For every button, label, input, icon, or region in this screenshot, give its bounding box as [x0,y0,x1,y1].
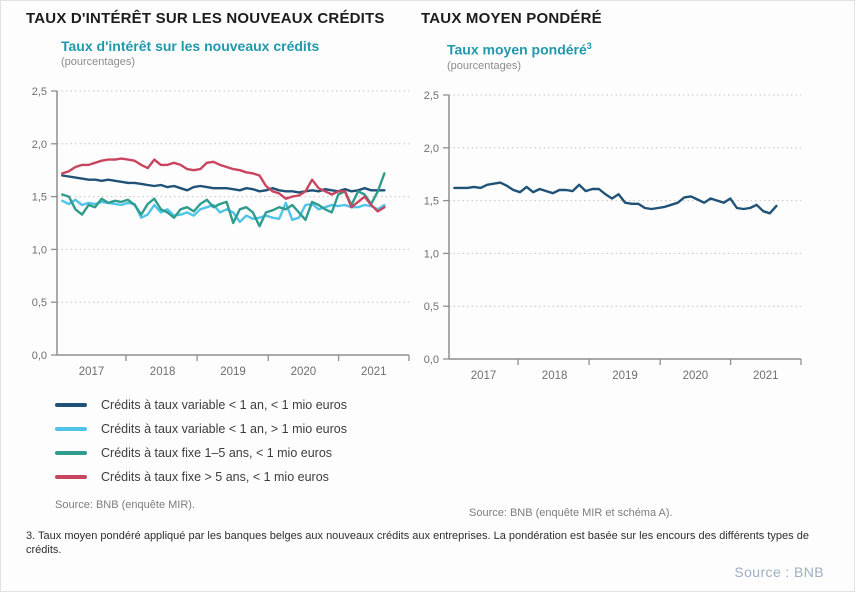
svg-text:2,0: 2,0 [32,139,47,151]
svg-text:0,5: 0,5 [424,301,439,313]
red-line-swatch [55,475,87,479]
svg-text:2017: 2017 [471,370,497,382]
figure-title-left: TAUX D'INTÉRÊT SUR LES NOUVEAUX CRÉDITS [26,10,385,27]
light-blue-line-swatch [55,427,87,431]
left-chart-title: Taux d'intérêt sur les nouveaux crédits [61,38,320,54]
legend-label: Crédits à taux variable < 1 an, > 1 mio … [101,422,347,436]
left-chart-panel: Taux d'intérêt sur les nouveaux crédits … [21,37,429,511]
svg-text:2018: 2018 [542,370,568,382]
svg-text:1,5: 1,5 [424,195,439,207]
legend-label: Crédits à taux fixe > 5 ans, < 1 mio eur… [101,470,329,484]
navy-line-swatch [55,403,87,407]
legend-item: Crédits à taux fixe 1–5 ans, < 1 mio eur… [55,441,429,465]
footnote-marker: 3 [586,41,592,51]
svg-text:0,5: 0,5 [32,297,47,309]
svg-text:2021: 2021 [361,366,387,378]
credit-rates-chart: 0,0 0,5 1,0 1,5 2,0 2,5 2017 2018 2019 2020 2021 [32,86,410,378]
right-chart-title: Taux moyen pondéré3 [447,37,854,59]
left-chart-source: Source: BNB (enquête MIR). [55,499,196,511]
svg-text:2020: 2020 [683,370,709,382]
right-chart-source: Source: BNB (enquête MIR et schéma A). [469,506,673,519]
right-chart-title-text: Taux moyen pondéré [447,41,587,58]
legend-label: Crédits à taux fixe 1–5 ans, < 1 mio eur… [101,446,333,460]
svg-text:0,0: 0,0 [32,350,47,362]
figure-footnote: 3. Taux moyen pondéré appliqué par les b… [26,530,809,556]
svg-text:2019: 2019 [612,370,638,382]
right-chart-panel: Taux moyen pondéré3 (pourcentages) 0,0 0,… [413,37,854,519]
svg-text:2021: 2021 [753,370,779,382]
svg-text:1,0: 1,0 [424,248,439,260]
right-chart-unit-label: (pourcentages) [447,59,521,72]
figure-title-right: TAUX MOYEN PONDÉRÉ [421,10,602,27]
teal-line-swatch [55,451,87,455]
left-chart-unit-label: (pourcentages) [61,56,135,68]
legend-label: Crédits à taux variable < 1 an, < 1 mio … [101,398,347,412]
legend-item: Crédits à taux variable < 1 an, > 1 mio … [55,417,429,441]
page-source-credit: Source : BNB [734,564,824,580]
svg-text:1,5: 1,5 [32,192,47,204]
legend-item: Crédits à taux variable < 1 an, < 1 mio … [55,393,429,417]
svg-text:1,0: 1,0 [32,244,47,256]
svg-text:2020: 2020 [291,366,317,378]
svg-text:2019: 2019 [220,366,246,378]
svg-text:2,0: 2,0 [424,142,439,154]
svg-text:0,0: 0,0 [424,354,439,366]
svg-text:2018: 2018 [150,366,176,378]
legend-item: Crédits à taux fixe > 5 ans, < 1 mio eur… [55,465,429,489]
svg-text:2,5: 2,5 [424,90,439,102]
weighted-average-chart: 0,0 0,5 1,0 1,5 2,0 2,5 2017 2018 2019 2020 2021 [424,90,802,382]
legend: Crédits à taux variable < 1 an, < 1 mio … [55,393,429,489]
svg-text:2,5: 2,5 [32,86,47,98]
svg-text:2017: 2017 [79,366,105,378]
